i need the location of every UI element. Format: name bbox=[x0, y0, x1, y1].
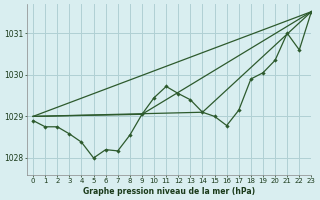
X-axis label: Graphe pression niveau de la mer (hPa): Graphe pression niveau de la mer (hPa) bbox=[83, 187, 255, 196]
